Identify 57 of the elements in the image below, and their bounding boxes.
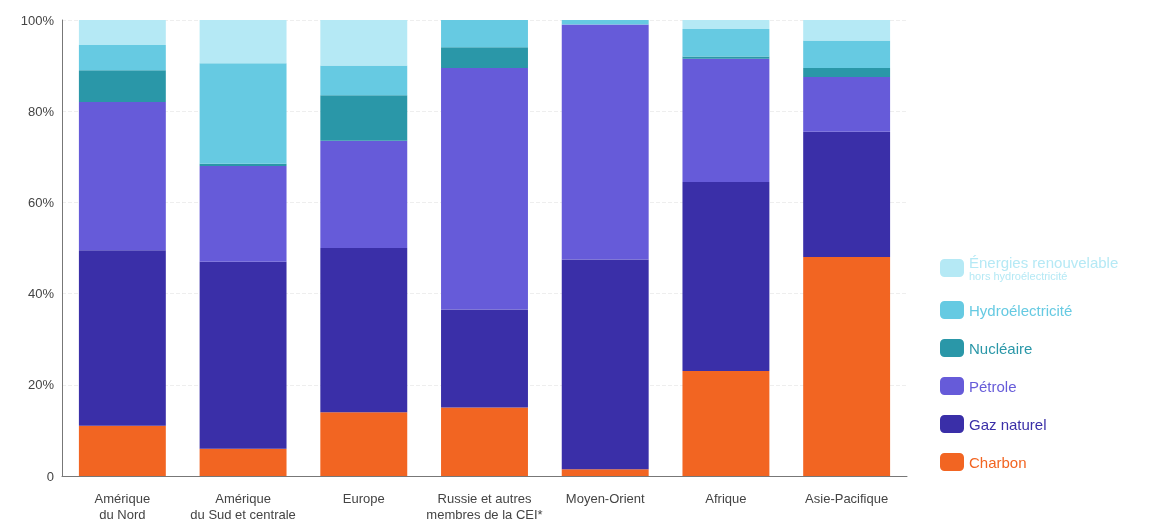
bar <box>682 371 770 476</box>
bar <box>803 20 891 41</box>
bar <box>561 24 649 260</box>
x-tick-label: Russie et autres membres de la CEI* <box>426 490 543 522</box>
y-tick-label: 20% <box>27 377 55 393</box>
bar <box>199 20 287 64</box>
bar <box>561 469 649 476</box>
x-tick-label: Afrique <box>705 490 747 506</box>
bar <box>682 58 770 182</box>
bar <box>682 29 770 57</box>
bar <box>320 65 408 96</box>
y-tick-label: 60% <box>27 194 55 210</box>
bar <box>320 248 408 413</box>
bar <box>78 425 166 476</box>
legend-label: Nucléaire <box>969 339 1033 357</box>
y-tick-label: 80% <box>27 103 55 119</box>
bar <box>199 261 287 449</box>
bar <box>441 407 528 476</box>
legend-label: Charbon <box>969 453 1027 471</box>
bar <box>441 20 528 48</box>
bar <box>320 140 408 248</box>
bar <box>320 412 408 476</box>
bar <box>803 40 891 68</box>
x-tick-label: Moyen-Orient <box>565 490 645 506</box>
x-tick-label: Europe <box>342 490 385 506</box>
bar <box>199 448 287 476</box>
bar <box>803 257 891 476</box>
bar <box>803 77 891 132</box>
bar <box>561 20 649 25</box>
bar <box>682 181 770 372</box>
y-tick-label: 100% <box>20 12 55 28</box>
legend-label: Pétrole <box>969 377 1017 395</box>
x-tick-label: Amérique du Nord <box>94 490 151 522</box>
bar <box>561 259 649 470</box>
y-tick-label: 0 <box>46 468 54 484</box>
bar <box>320 20 408 66</box>
bar <box>78 45 166 71</box>
bar <box>803 67 891 77</box>
bar <box>78 250 166 426</box>
bar <box>441 47 528 68</box>
bar <box>803 131 891 258</box>
bar <box>78 70 166 103</box>
bar <box>682 20 770 30</box>
bar <box>78 20 166 46</box>
bar <box>199 63 287 164</box>
bar <box>682 56 770 59</box>
x-tick-label: Amérique du Sud et centrale <box>190 490 296 522</box>
legend-label: Gaz naturel <box>969 415 1047 433</box>
legend-label: Hydroélectricité <box>969 301 1073 319</box>
bar <box>320 95 408 141</box>
bar <box>441 309 528 408</box>
y-tick-label: 40% <box>27 286 55 302</box>
bar <box>199 165 287 262</box>
bar <box>78 102 166 251</box>
bar <box>441 67 528 310</box>
x-tick-label: Asie-Pacifique <box>805 490 889 506</box>
legend-label: Énergies renouvelable hors hydroélectricité <box>969 254 1119 282</box>
